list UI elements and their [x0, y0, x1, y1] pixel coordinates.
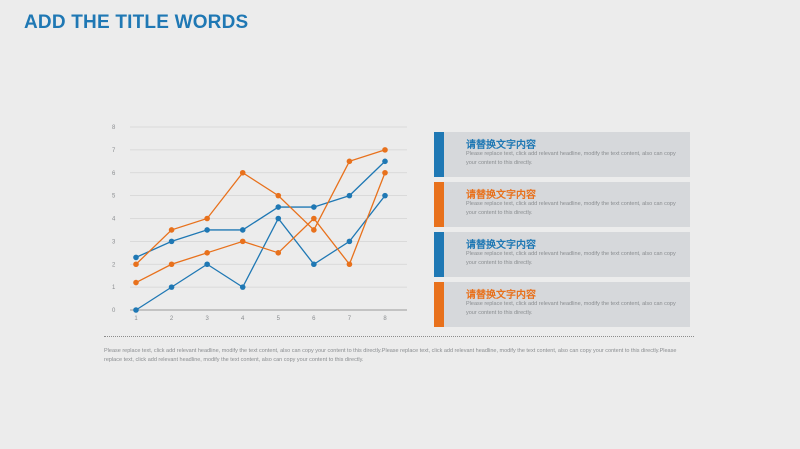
card-4: 请替换文字内容 Please replace text, click add r…: [434, 282, 690, 327]
card-3-accent-bar: [434, 232, 444, 277]
data-point: [382, 147, 388, 153]
line-chart-svg: 0 1 2 3 4 5 6 7 8 1 2 3 4 5 6 7 8: [112, 125, 407, 322]
data-point: [311, 261, 317, 268]
series-line: [135, 195, 386, 311]
x-tick-label: 6: [312, 316, 316, 322]
data-point: [346, 192, 353, 199]
y-tick-label: 3: [112, 239, 116, 245]
data-point: [204, 250, 210, 256]
series-line: [135, 160, 386, 258]
y-tick-label: 0: [112, 308, 116, 314]
y-tick-label: 7: [112, 148, 116, 154]
x-tick-label: 4: [241, 316, 245, 322]
card-2-accent-bar: [434, 182, 444, 227]
data-point: [382, 158, 388, 165]
data-point: [168, 261, 175, 268]
data-point: [168, 227, 175, 233]
y-tick-label: 5: [112, 194, 116, 200]
data-point: [346, 261, 353, 268]
data-point: [311, 204, 317, 210]
data-point: [168, 284, 175, 290]
card-1-title: 请替换文字内容: [466, 140, 536, 151]
x-tick-label: 5: [277, 316, 281, 322]
data-point: [275, 204, 282, 210]
data-point: [311, 215, 317, 222]
data-point: [382, 169, 388, 176]
card-1: 请替换文字内容 Please replace text, click add r…: [434, 132, 690, 177]
card-4-title: 请替换文字内容: [466, 290, 536, 301]
card-4-accent-bar: [434, 282, 444, 327]
card-2-title: 请替换文字内容: [466, 190, 536, 201]
card-3: 请替换文字内容 Please replace text, click add r…: [434, 232, 690, 277]
data-point: [168, 238, 175, 245]
x-tick-label: 2: [170, 316, 174, 322]
y-tick-label: 2: [112, 262, 116, 268]
data-point: [239, 284, 246, 290]
data-point: [311, 227, 317, 233]
data-point: [204, 215, 210, 222]
x-tick-label: 7: [348, 316, 352, 322]
data-point: [275, 192, 282, 199]
card-1-accent-bar: [434, 132, 444, 177]
y-tick-label: 6: [112, 171, 116, 177]
y-tick-label: 1: [112, 285, 116, 291]
footer-description: Please replace text, click add relevant …: [104, 348, 677, 363]
card-list: 请替换文字内容 Please replace text, click add r…: [434, 132, 690, 332]
page-title: ADD THE TITLE WORDS: [24, 12, 249, 33]
y-tick-label: 8: [112, 125, 116, 131]
data-point: [204, 261, 210, 268]
data-point: [346, 238, 353, 245]
card-4-description: Please replace text, click add relevant …: [466, 301, 676, 316]
card-3-description: Please replace text, click add relevant …: [466, 251, 676, 266]
data-point: [204, 227, 210, 233]
line-chart: 0 1 2 3 4 5 6 7 8 1 2 3 4 5 6 7 8: [100, 112, 420, 327]
data-point: [239, 169, 246, 176]
data-point: [133, 307, 139, 313]
data-point: [239, 227, 246, 233]
data-point: [275, 250, 282, 256]
data-point: [239, 238, 246, 245]
data-point: [382, 192, 388, 199]
series-line: [135, 149, 386, 265]
card-3-title: 请替换文字内容: [466, 240, 536, 251]
data-point: [133, 261, 139, 268]
x-tick-label: 8: [383, 316, 387, 322]
data-point: [346, 158, 353, 165]
data-point: [275, 215, 282, 222]
x-tick-label: 1: [134, 316, 138, 322]
y-tick-label: 4: [112, 217, 116, 223]
card-2: 请替换文字内容 Please replace text, click add r…: [434, 182, 690, 227]
data-point: [133, 279, 139, 286]
dotted-divider: [104, 336, 694, 337]
data-point: [133, 254, 139, 261]
x-tick-label: 3: [205, 316, 209, 322]
card-2-description: Please replace text, click add relevant …: [466, 201, 676, 216]
card-1-description: Please replace text, click add relevant …: [466, 151, 676, 166]
series-line: [135, 172, 386, 284]
